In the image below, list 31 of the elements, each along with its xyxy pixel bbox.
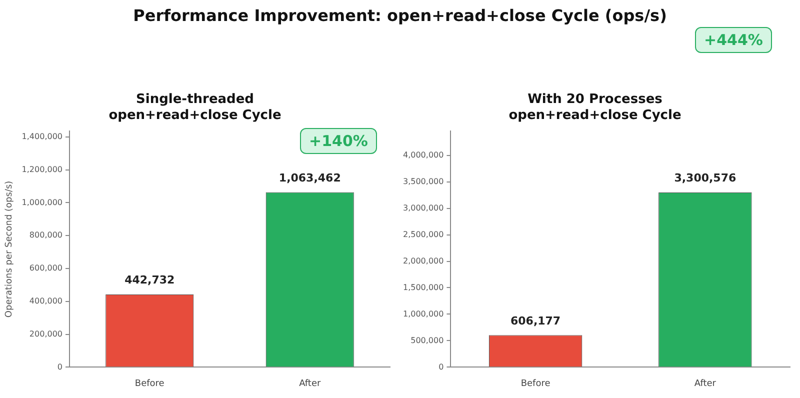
y-tick-label: 500,000 [410,336,444,345]
y-tick-label: 200,000 [29,329,63,338]
y-tick-label: 3,000,000 [402,203,444,212]
y-tick-label: 600,000 [29,264,63,273]
x-tick-label: After [299,378,321,389]
chart-title: Single-threaded open+read+close Cycle [108,92,282,123]
y-tick-label: 3,500,000 [402,176,444,186]
text: +444% [695,27,772,53]
data-label: 1,063,462 [278,172,341,185]
y-tick-label: 0 [57,362,63,372]
y-tick-label: 1,200,000 [22,164,63,174]
y-axis-title: Operations per Second (ops/s) [4,180,15,318]
chart-title: With 20 Processes open+read+close Cycle [508,92,682,123]
y-tick-label: 4,000,000 [402,150,444,160]
y-tick-label: 1,400,000 [22,132,63,142]
annotation: +140% [300,128,377,154]
data-label: 442,732 [124,274,175,287]
x-tick-label: Before [134,378,165,389]
y-tick-label: 2,000,000 [402,256,444,266]
y-tick-label: 1,000,000 [402,309,444,318]
x-tick-label: After [694,378,716,389]
y-tick-label: 800,000 [29,230,63,240]
y-tick-label: 2,500,000 [402,230,444,239]
data-label: 606,177 [510,314,561,328]
x-tick-label: Before [520,378,551,389]
data-label: 3,300,576 [674,172,736,185]
y-tick-label: 1,500,000 [402,282,444,292]
y-tick-label: 400,000 [29,296,63,306]
y-tick-label: 1,000,000 [22,198,63,207]
text: Performance Improvement: open+read+close Cycle (ops/s) [132,6,668,25]
y-tick-label: 0 [438,362,444,372]
